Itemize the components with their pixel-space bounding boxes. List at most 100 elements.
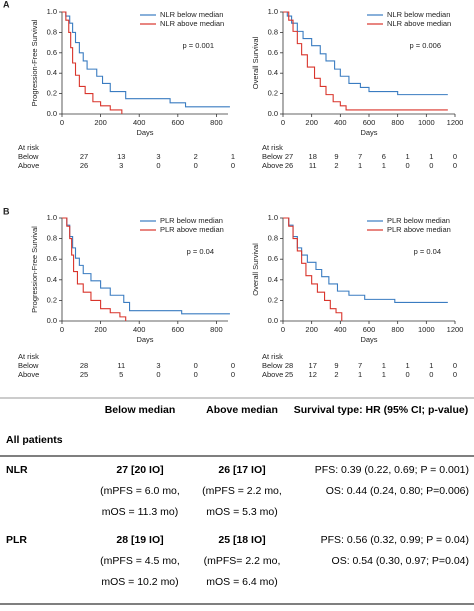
table-cell: (mPFS = 4.5 mo, bbox=[100, 555, 180, 567]
x-tick-label: 1000 bbox=[418, 118, 435, 127]
at-risk-group: Below bbox=[262, 152, 283, 161]
table-cell: mOS = 11.3 mo) bbox=[102, 506, 179, 518]
at-risk-count: 7 bbox=[358, 361, 362, 370]
table-section: All patients bbox=[6, 434, 63, 446]
at-risk-count: 26 bbox=[80, 161, 88, 170]
at-risk-count: 1 bbox=[405, 361, 409, 370]
at-risk-count: 0 bbox=[405, 370, 409, 379]
table-cell: 26 [17 IO] bbox=[218, 464, 265, 476]
table-cell: (mPFS = 2.2 mo, bbox=[202, 485, 282, 497]
at-risk-count: 0 bbox=[453, 361, 457, 370]
at-risk-count: 27 bbox=[285, 152, 293, 161]
legend-label: NLR below median bbox=[160, 10, 223, 19]
at-risk-count: 26 bbox=[285, 161, 293, 170]
y-tick-label: 1.0 bbox=[268, 213, 278, 222]
legend-label: PLR above median bbox=[387, 225, 451, 234]
x-tick-label: 800 bbox=[210, 118, 223, 127]
row-label: NLR bbox=[6, 464, 28, 476]
y-tick-label: 0.0 bbox=[268, 316, 278, 325]
panel-label: B bbox=[3, 206, 10, 216]
at-risk-count: 28 bbox=[285, 361, 293, 370]
x-tick-label: 0 bbox=[281, 118, 285, 127]
km-curve bbox=[62, 11, 123, 114]
at-risk-group: Above bbox=[262, 370, 283, 379]
x-tick-label: 1200 bbox=[447, 325, 464, 334]
x-tick-label: 0 bbox=[60, 325, 64, 334]
at-risk-title: At risk bbox=[262, 352, 283, 361]
km-curve bbox=[283, 217, 448, 304]
y-tick-label: 0.6 bbox=[268, 48, 278, 57]
table-cell: mOS = 5.3 mo) bbox=[206, 506, 277, 518]
y-tick-label: 0.4 bbox=[47, 68, 57, 77]
x-tick-label: 200 bbox=[305, 325, 318, 334]
at-risk-count: 27 bbox=[80, 152, 88, 161]
x-tick-label: 0 bbox=[60, 118, 64, 127]
at-risk-count: 0 bbox=[194, 370, 198, 379]
at-risk-count: 1 bbox=[382, 161, 386, 170]
at-risk-count: 0 bbox=[156, 161, 160, 170]
at-risk-count: 1 bbox=[405, 152, 409, 161]
at-risk-title: At risk bbox=[18, 352, 39, 361]
x-tick-label: 0 bbox=[281, 325, 285, 334]
legend-label: PLR above median bbox=[160, 225, 224, 234]
table-cell: PFS: 0.39 (0.22, 0.69; P = 0.001) bbox=[315, 464, 469, 476]
y-axis-label: Overall Survival bbox=[251, 243, 260, 296]
table-cell: 28 [19 IO] bbox=[116, 534, 163, 546]
x-tick-label: 400 bbox=[334, 118, 347, 127]
y-tick-label: 1.0 bbox=[47, 7, 57, 16]
x-axis-label: Days bbox=[136, 128, 153, 137]
at-risk-count: 9 bbox=[334, 152, 338, 161]
at-risk-count: 0 bbox=[453, 152, 457, 161]
y-tick-label: 0.4 bbox=[268, 68, 278, 77]
x-tick-label: 800 bbox=[210, 325, 223, 334]
at-risk-count: 0 bbox=[453, 161, 457, 170]
table-cell: PFS: 0.56 (0.32, 0.99; P = 0.04) bbox=[321, 534, 469, 546]
at-risk-count: 0 bbox=[429, 161, 433, 170]
at-risk-count: 11 bbox=[117, 361, 125, 370]
x-tick-label: 600 bbox=[172, 118, 185, 127]
y-tick-label: 0.0 bbox=[47, 316, 57, 325]
x-axis-label: Days bbox=[360, 128, 377, 137]
y-tick-label: 0.0 bbox=[47, 109, 57, 118]
y-tick-label: 1.0 bbox=[47, 213, 57, 222]
at-risk-count: 6 bbox=[382, 152, 386, 161]
annotation: p = 0.006 bbox=[410, 41, 442, 50]
table-header: Survival type: HR (95% CI; p-value) bbox=[294, 404, 468, 416]
annotation: p = 0.04 bbox=[187, 247, 214, 256]
at-risk-count: 3 bbox=[119, 161, 123, 170]
x-tick-label: 400 bbox=[334, 325, 347, 334]
at-risk-count: 1 bbox=[382, 361, 386, 370]
at-risk-count: 1 bbox=[358, 370, 362, 379]
x-tick-label: 200 bbox=[94, 325, 107, 334]
x-tick-label: 600 bbox=[363, 325, 376, 334]
at-risk-group: Above bbox=[18, 370, 39, 379]
at-risk-count: 18 bbox=[309, 152, 317, 161]
km-curve bbox=[283, 11, 448, 96]
table-cell: OS: 0.44 (0.24, 0.80; P=0.006) bbox=[326, 485, 469, 497]
at-risk-count: 5 bbox=[119, 370, 123, 379]
km-curve bbox=[283, 217, 343, 321]
at-risk-group: Below bbox=[18, 361, 39, 370]
y-tick-label: 0.2 bbox=[47, 295, 57, 304]
y-tick-label: 0.4 bbox=[268, 275, 278, 284]
at-risk-count: 25 bbox=[285, 370, 293, 379]
x-tick-label: 400 bbox=[133, 325, 146, 334]
table-header: Below median bbox=[105, 404, 176, 416]
legend-label: PLR below median bbox=[160, 216, 223, 225]
table-cell: 25 [18 IO] bbox=[218, 534, 265, 546]
at-risk-group: Above bbox=[18, 161, 39, 170]
annotation: p = 0.001 bbox=[183, 41, 215, 50]
table-cell: OS: 0.54 (0.30, 0.97; P=0.04) bbox=[332, 555, 469, 567]
km-curve bbox=[62, 11, 230, 108]
y-tick-label: 0.6 bbox=[47, 254, 57, 263]
x-tick-label: 1000 bbox=[418, 325, 435, 334]
table-cell: 27 [20 IO] bbox=[116, 464, 163, 476]
legend-label: NLR below median bbox=[387, 10, 450, 19]
y-tick-label: 0.8 bbox=[47, 27, 57, 36]
at-risk-count: 2 bbox=[194, 152, 198, 161]
at-risk-count: 17 bbox=[309, 361, 317, 370]
x-tick-label: 200 bbox=[94, 118, 107, 127]
km-curve bbox=[283, 11, 448, 111]
at-risk-count: 2 bbox=[334, 161, 338, 170]
